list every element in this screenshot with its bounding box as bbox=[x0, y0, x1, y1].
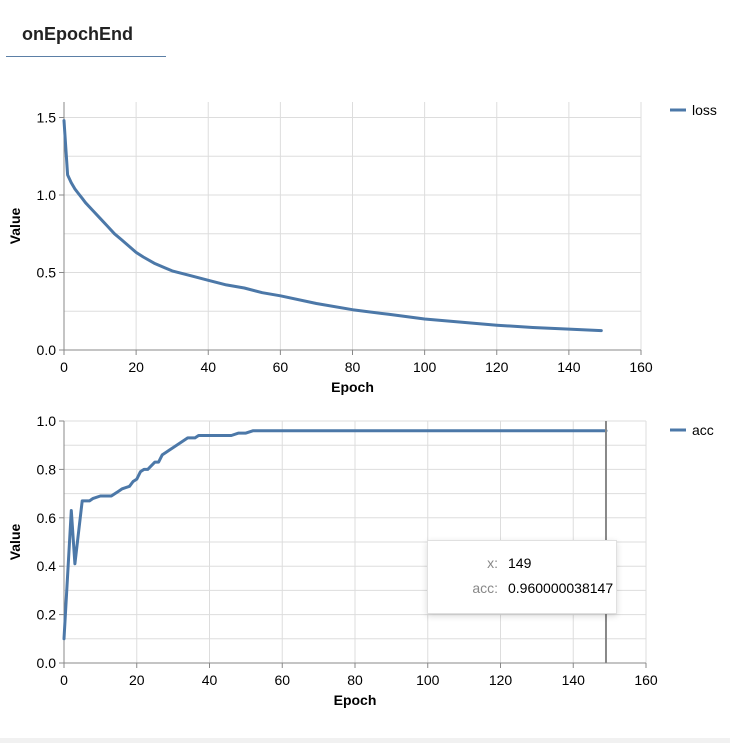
x-tick-label: 80 bbox=[347, 672, 363, 688]
tooltip-acc-row: acc: 0.960000038147 bbox=[428, 580, 616, 600]
y-tick-label: 0.5 bbox=[37, 265, 57, 281]
tooltip-acc-key: acc: bbox=[472, 580, 498, 596]
legend-label: loss bbox=[692, 102, 717, 118]
y-tick-label: 1.0 bbox=[37, 187, 57, 203]
tab-onepochend[interactable]: onEpochEnd bbox=[6, 0, 166, 58]
x-tick-label: 80 bbox=[345, 359, 361, 375]
y-axis-title: Value bbox=[7, 524, 23, 561]
y-axis-title: Value bbox=[7, 208, 23, 245]
tooltip-x-value: 149 bbox=[508, 555, 532, 571]
tooltip-x-key: x: bbox=[487, 555, 498, 571]
chart-tooltip: x: 149 acc: 0.960000038147 bbox=[427, 540, 617, 614]
x-tick-label: 160 bbox=[629, 359, 653, 375]
x-tick-label: 140 bbox=[557, 359, 581, 375]
x-tick-label: 100 bbox=[416, 672, 440, 688]
x-tick-label: 100 bbox=[413, 359, 437, 375]
x-tick-label: 60 bbox=[273, 359, 289, 375]
x-tick-label: 160 bbox=[634, 672, 658, 688]
x-tick-label: 120 bbox=[485, 359, 509, 375]
acc-chart[interactable]: 0 20 40 60 80 100 120 140 160 0.0 0.2 0.4 0.6 0.8 1.0 E… bbox=[0, 405, 730, 725]
acc-series-line bbox=[62, 429, 608, 641]
x-tick-label: 40 bbox=[200, 359, 216, 375]
tab-active-underline bbox=[6, 56, 166, 57]
x-tick-label: 0 bbox=[60, 359, 68, 375]
loss-series-line bbox=[62, 119, 603, 333]
x-tick-label: 20 bbox=[128, 359, 144, 375]
tooltip-acc-value: 0.960000038147 bbox=[508, 580, 614, 596]
bottom-scroll-area bbox=[0, 738, 730, 743]
y-tick-label: 0.0 bbox=[37, 342, 57, 358]
y-tick-label: 0.0 bbox=[37, 655, 57, 671]
x-tick-label: 60 bbox=[274, 672, 290, 688]
y-tick-label: 0.4 bbox=[37, 558, 57, 574]
y-tick-label: 0.8 bbox=[37, 461, 57, 477]
x-tick-label: 0 bbox=[60, 672, 68, 688]
x-tick-label: 20 bbox=[129, 672, 145, 688]
x-tick-label: 120 bbox=[489, 672, 513, 688]
loss-chart[interactable]: 0 20 40 60 80 100 120 140 160 0.0 0.5 1.0 1.5 Epoch Va… bbox=[0, 90, 730, 405]
x-tick-label: 40 bbox=[202, 672, 218, 688]
x-axis-title: Epoch bbox=[334, 692, 377, 708]
x-axis-title: Epoch bbox=[331, 379, 374, 395]
tab-title: onEpochEnd bbox=[22, 24, 133, 44]
y-tick-label: 0.2 bbox=[37, 607, 57, 623]
y-tick-label: 1.5 bbox=[37, 110, 57, 126]
y-tick-label: 0.6 bbox=[37, 510, 57, 526]
tooltip-x-row: x: 149 bbox=[428, 555, 616, 575]
y-tick-label: 1.0 bbox=[37, 413, 57, 429]
x-tick-label: 140 bbox=[562, 672, 586, 688]
legend-label: acc bbox=[692, 422, 714, 438]
